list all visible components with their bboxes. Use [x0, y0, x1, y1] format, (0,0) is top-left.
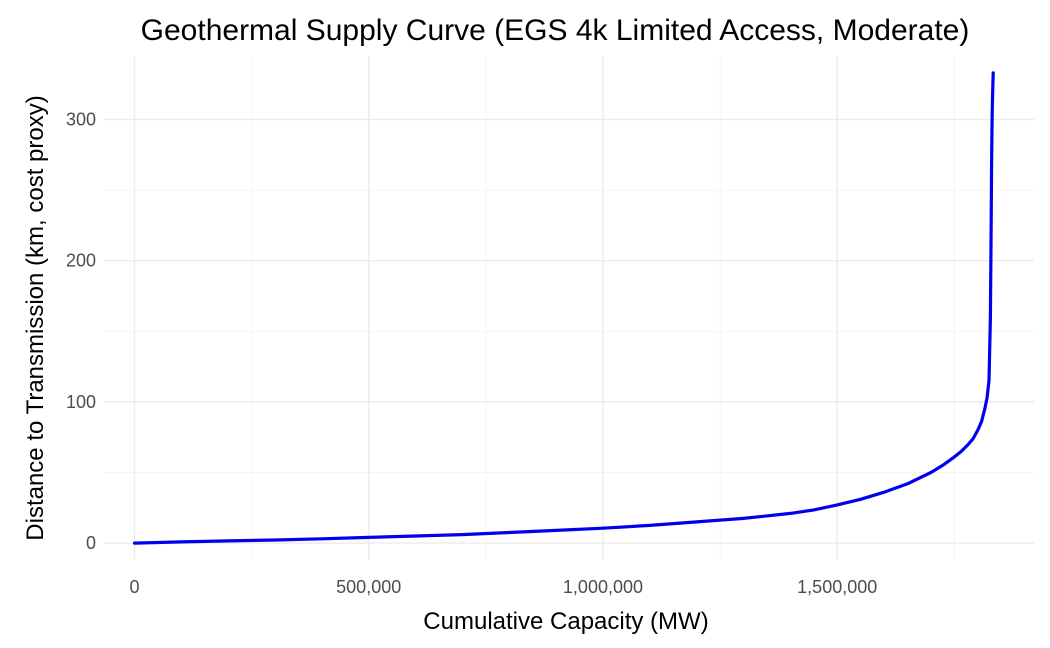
x-tick-label: 0 [129, 577, 139, 597]
major-gridlines [104, 56, 1034, 560]
y-tick-label: 0 [86, 533, 96, 553]
x-tick-label: 500,000 [336, 577, 401, 597]
y-tick-label: 200 [66, 251, 96, 271]
y-axis-ticks: 0 100 200 300 [66, 110, 96, 554]
series-line [132, 71, 995, 545]
chart-title: Geothermal Supply Curve (EGS 4k Limited … [141, 14, 970, 47]
x-axis-ticks: 0 500,000 1,000,000 1,500,000 [129, 577, 877, 597]
y-axis-label: Distance to Transmission (km, cost proxy… [22, 95, 49, 540]
x-axis-label: Cumulative Capacity (MW) [423, 608, 708, 635]
x-tick-label: 1,500,000 [797, 577, 877, 597]
series-layer [132, 71, 995, 545]
minor-gridlines [104, 56, 1034, 560]
x-tick-label: 1,000,000 [563, 577, 643, 597]
y-tick-label: 300 [66, 110, 96, 130]
y-tick-label: 100 [66, 392, 96, 412]
